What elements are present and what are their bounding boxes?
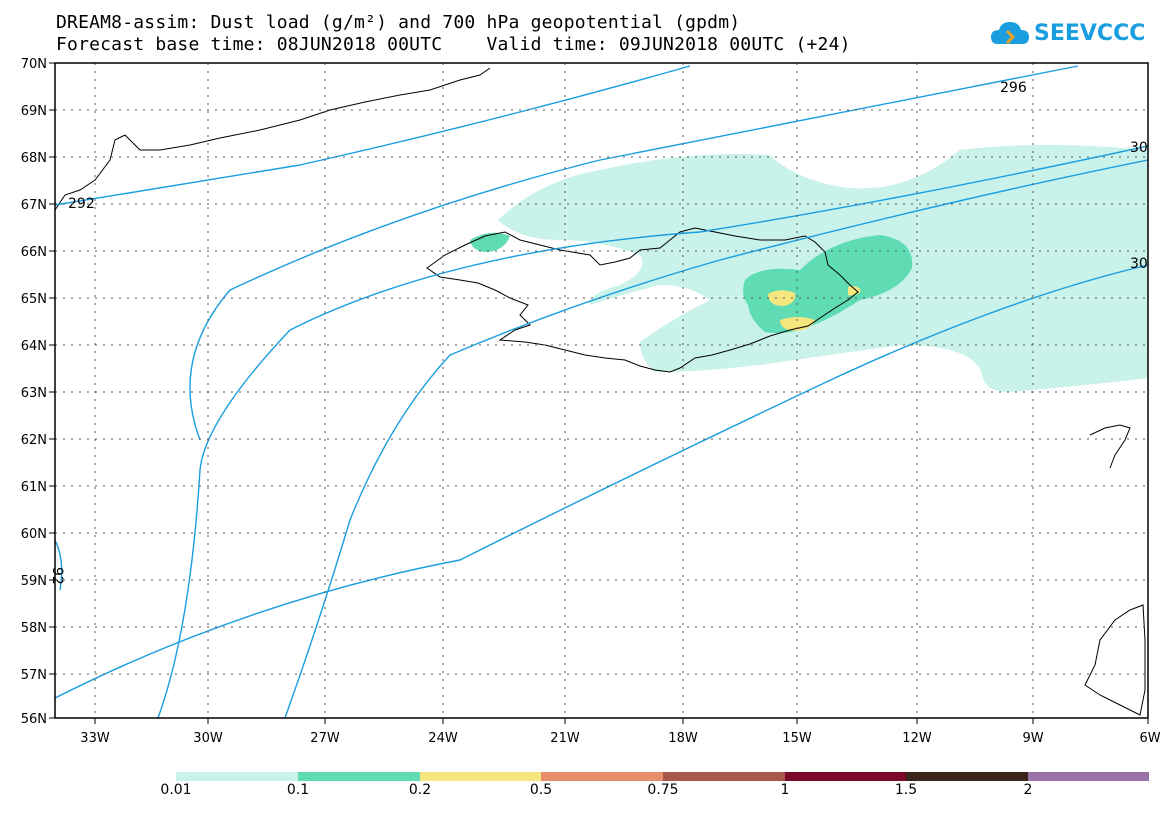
colorbar-label: 2: [1023, 782, 1033, 798]
coastline-greenland: [54, 67, 491, 211]
colorbar-swatch-5: [663, 772, 785, 781]
axis-ticks: [49, 62, 1149, 724]
lat-label: 59N: [21, 574, 47, 589]
contour-label-300-a: 30: [1130, 140, 1148, 156]
colorbar-label: 0.01: [160, 782, 192, 798]
lat-label: 68N: [21, 151, 47, 166]
colorbar-label: 1.5: [894, 782, 918, 798]
colorbar-label: 0.75: [647, 782, 679, 798]
lon-label: 33W: [80, 731, 110, 746]
colorbar-label: 0.2: [408, 782, 432, 798]
plot-frame: [54, 62, 1149, 719]
colorbar-swatch-7: [906, 772, 1028, 781]
colorbar-label: 1: [780, 782, 790, 798]
seevccc-logo: SEEVCCC: [990, 18, 1145, 48]
lat-label: 57N: [21, 668, 47, 683]
colorbar-swatch-1: [176, 772, 298, 781]
lat-label: 65N: [21, 292, 47, 307]
contour-labels: 292 296 30 30 92: [49, 80, 1148, 585]
colorbar-swatch-3: [420, 772, 541, 781]
lat-label: 62N: [21, 433, 47, 448]
lon-label: 24W: [428, 731, 458, 746]
longitude-labels: 33W 30W 27W 24W 21W 18W 15W 12W 9W 6W: [80, 731, 1160, 746]
lat-label: 66N: [21, 245, 47, 260]
colorbar: [176, 772, 1149, 781]
lat-label: 60N: [21, 527, 47, 542]
lat-label: 58N: [21, 621, 47, 636]
colorbar-swatch-4: [541, 772, 663, 781]
lon-label: 30W: [193, 731, 223, 746]
coastline-faroe: [1089, 424, 1131, 469]
coastline-scotland: [1084, 604, 1146, 716]
contour-label-300-b: 30: [1130, 256, 1148, 272]
logo-text: SEEVCCC: [1034, 20, 1146, 46]
latitude-labels: 70N 69N 68N 67N 66N 65N 64N 63N 62N 61N …: [21, 57, 47, 727]
geopotential-contours: [54, 65, 1149, 719]
contour-label-292-left: 92: [49, 567, 65, 585]
lat-label: 56N: [21, 712, 47, 727]
colorbar-label: 0.5: [529, 782, 553, 798]
colorbar-label: 0.1: [286, 782, 310, 798]
lat-label: 63N: [21, 386, 47, 401]
lon-label: 12W: [902, 731, 932, 746]
lat-label: 61N: [21, 480, 47, 495]
map-title-line-2: Forecast base time: 08JUN2018 00UTC Vali…: [56, 34, 851, 55]
coastline-iceland: [426, 227, 859, 373]
dust-shading-medium: [470, 232, 913, 334]
colorbar-swatch-8: [1028, 772, 1149, 781]
contour-label-296: 296: [1000, 80, 1027, 96]
lon-label: 6W: [1139, 731, 1160, 746]
lon-label: 9W: [1022, 731, 1043, 746]
colorbar-swatch-2: [298, 772, 420, 781]
lat-label: 70N: [21, 57, 47, 72]
graticule: [55, 63, 1148, 718]
lon-label: 15W: [782, 731, 812, 746]
colorbar-swatch-6: [785, 772, 906, 781]
map-title-line-1: DREAM8-assim: Dust load (g/m²) and 700 h…: [56, 12, 741, 33]
dust-shading-high: [768, 286, 861, 331]
lat-label: 69N: [21, 104, 47, 119]
cloud-logo-icon: [991, 22, 1029, 45]
contour-label-292: 292: [68, 196, 95, 212]
lon-label: 21W: [550, 731, 580, 746]
lon-label: 18W: [668, 731, 698, 746]
lat-label: 64N: [21, 339, 47, 354]
lat-label: 67N: [21, 198, 47, 213]
lon-label: 27W: [310, 731, 340, 746]
